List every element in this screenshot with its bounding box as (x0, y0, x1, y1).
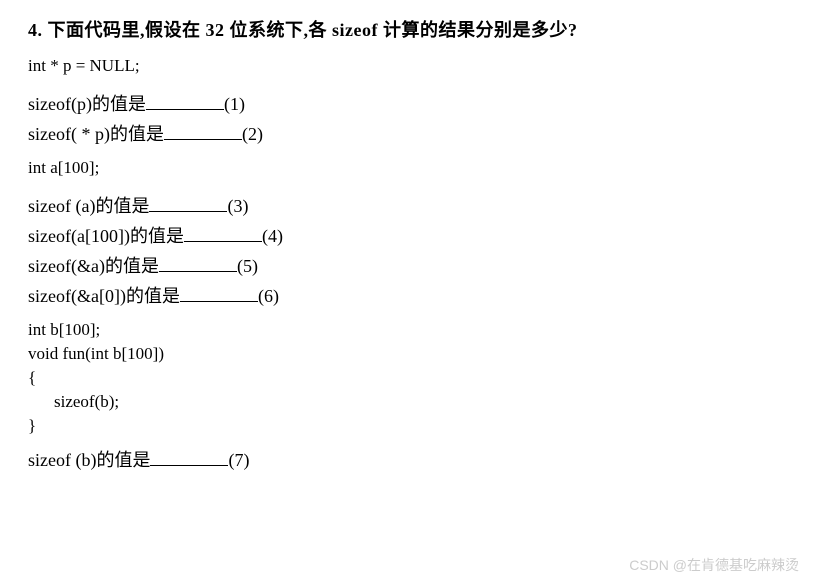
code-line-3d: sizeof(b); (54, 392, 789, 412)
code-line-2: int a[100]; (28, 158, 789, 178)
answer-prefix-1: sizeof(p)的值是 (28, 94, 146, 114)
question-title: 4. 下面代码里,假设在 32 位系统下,各 sizeof 计算的结果分别是多少… (28, 16, 789, 42)
code-line-3b: void fun(int b[100]) (28, 344, 789, 364)
answer-prefix-6: sizeof(&a[0])的值是 (28, 286, 180, 306)
blank-5 (159, 254, 237, 272)
answer-suffix-5: (5) (237, 256, 258, 276)
answer-suffix-1: (1) (224, 94, 245, 114)
answer-suffix-2: (2) (242, 124, 263, 144)
blank-2 (164, 122, 242, 140)
answer-suffix-6: (6) (258, 286, 279, 306)
answer-line-1: sizeof(p)的值是 (1) sizeof( * p)的值是 (2) (28, 90, 789, 146)
code-line-3c: { (28, 368, 789, 388)
answer-prefix-3: sizeof (a)的值是 (28, 196, 149, 216)
code-line-3e: } (28, 416, 789, 436)
question-number: 4. (28, 20, 43, 40)
code-line-1: int * p = NULL; (28, 56, 789, 76)
code-line-3a: int b[100]; (28, 320, 789, 340)
answer-prefix-5: sizeof(&a)的值是 (28, 256, 159, 276)
answer-suffix-4: (4) (262, 226, 283, 246)
blank-1 (146, 92, 224, 110)
blank-7 (150, 448, 228, 466)
answer-suffix-3: (3) (227, 196, 248, 216)
question-text: 下面代码里,假设在 32 位系统下,各 sizeof 计算的结果分别是多少? (48, 20, 578, 40)
answer-line-7: sizeof (b)的值是 (7) (28, 446, 789, 472)
answer-prefix-7: sizeof (b)的值是 (28, 450, 150, 470)
code-block-2: int a[100]; (28, 158, 789, 178)
blank-4 (184, 224, 262, 242)
answer-prefix-4: sizeof(a[100])的值是 (28, 226, 184, 246)
code-block-1: int * p = NULL; (28, 56, 789, 76)
answer-prefix-2: sizeof( * p)的值是 (28, 124, 164, 144)
watermark-text: CSDN @在肯德基吃麻辣烫 (629, 555, 799, 575)
answer-suffix-7: (7) (228, 450, 249, 470)
answer-group-2: sizeof (a)的值是 (3) sizeof(a[100])的值是 (4) si… (28, 192, 789, 308)
blank-6 (180, 284, 258, 302)
code-block-3: int b[100]; void fun(int b[100]) { sizeo… (28, 320, 789, 436)
blank-3 (149, 194, 227, 212)
